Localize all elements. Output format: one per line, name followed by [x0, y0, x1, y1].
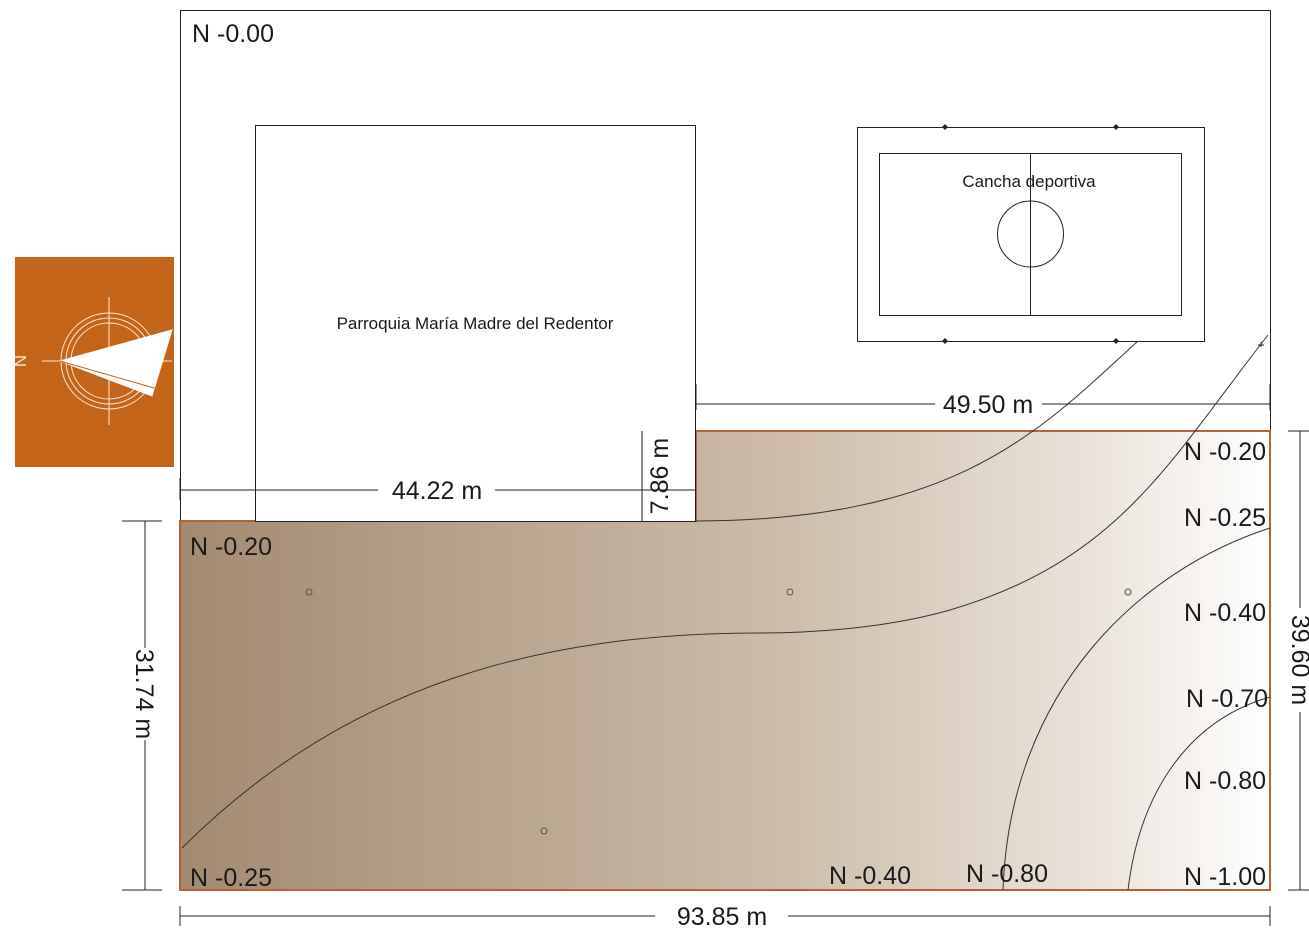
level-bottom-mid2: N -0.80	[966, 860, 1048, 888]
north-letter: N	[11, 355, 30, 367]
level-right-3: N -0.40	[1184, 599, 1266, 627]
dimension-court-offset: 49.50 m	[943, 391, 1033, 419]
level-right-2: N -0.25	[1184, 504, 1266, 532]
dimension-total-width: 93.85 m	[677, 903, 767, 931]
court-label: Cancha deportiva	[962, 172, 1096, 191]
dimension-lines	[122, 384, 1309, 926]
level-bottom-mid: N -0.40	[829, 862, 911, 890]
top-level-label: N -0.00	[192, 20, 274, 48]
dimension-step-height: 7.86 m	[646, 438, 674, 514]
level-bottom-right: N -1.00	[1184, 863, 1266, 891]
level-right-1: N -0.20	[1184, 438, 1266, 466]
level-left-bottom: N -0.25	[190, 864, 272, 892]
contour-lines	[181, 334, 1271, 891]
sports-court	[857, 124, 1205, 344]
church-label: Parroquia María Madre del Redentor	[337, 314, 614, 333]
church-building	[255, 125, 696, 522]
compass-rose-icon	[42, 297, 173, 425]
level-left-top: N -0.20	[190, 533, 272, 561]
level-right-5: N -0.80	[1184, 767, 1266, 795]
level-right-4: N -0.70	[1186, 685, 1268, 713]
dimension-left-depth: 31.74 m	[130, 649, 158, 739]
dimension-church-width: 44.22 m	[392, 477, 482, 505]
dimension-right-depth: 39.60 m	[1286, 615, 1309, 705]
survey-markers	[305, 342, 1264, 835]
north-compass: N	[11, 257, 174, 467]
